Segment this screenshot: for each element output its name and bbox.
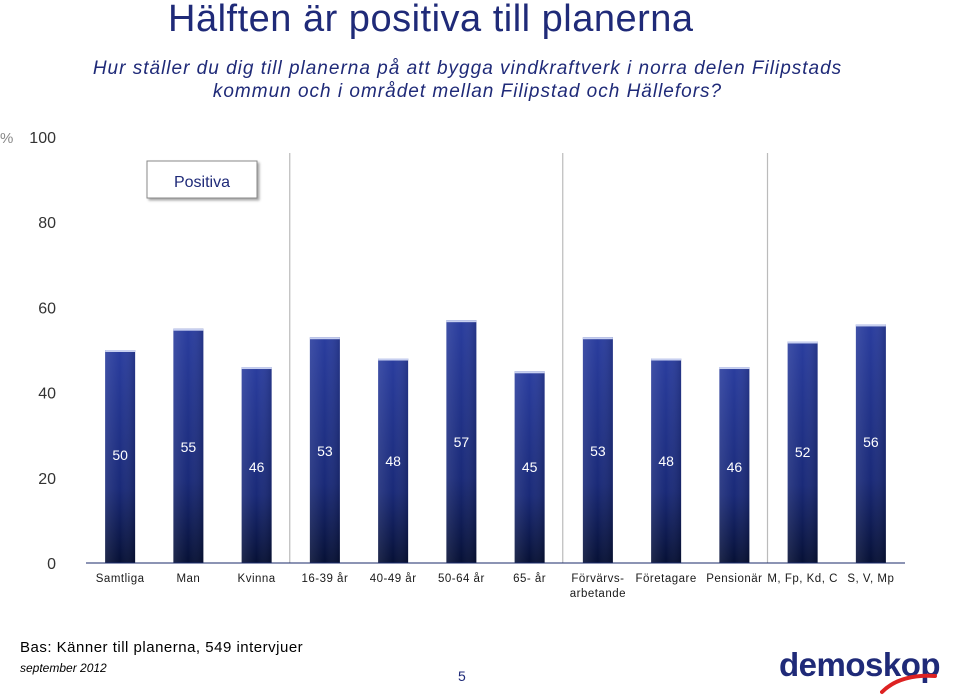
value-label: 46 [727, 459, 743, 475]
legend: Positiva [146, 160, 258, 199]
bar [309, 337, 340, 563]
value-label: 56 [863, 434, 879, 450]
bar [514, 371, 545, 563]
x-tick-label: M, Fp, Kd, C [767, 573, 838, 585]
bar [855, 324, 886, 563]
bar-shine [173, 328, 204, 563]
bar [378, 358, 409, 563]
bar-shine [241, 367, 272, 563]
value-label: 52 [795, 444, 811, 460]
bar-shine [651, 358, 682, 563]
bar-cap [173, 328, 204, 331]
x-tick-label: 65- år [513, 573, 546, 585]
page-number: 5 [458, 668, 466, 684]
legend-box [146, 160, 258, 199]
y-tick-label: 40 [38, 386, 56, 403]
y-tick-label: 0 [47, 556, 56, 573]
bar-cap [105, 350, 136, 352]
y-tick-label: 60 [38, 300, 56, 317]
bar-shine [105, 350, 136, 563]
value-label: 48 [658, 453, 674, 469]
bar-shine [855, 324, 886, 563]
value-label: 53 [590, 443, 606, 459]
bar-cap [378, 358, 409, 361]
bar [651, 358, 682, 563]
bar-cap [446, 320, 477, 323]
x-tick-label: Pensionär [706, 573, 762, 585]
bar-shine [582, 337, 613, 563]
bar [582, 337, 613, 563]
y-tick-label: 20 [38, 471, 56, 488]
bar [446, 320, 477, 563]
bar-cap [514, 371, 545, 374]
value-label: 46 [249, 459, 265, 475]
legend-label: Positiva [174, 174, 230, 191]
y-tick-label: 80 [38, 215, 56, 232]
y-axis-unit: % [0, 130, 13, 147]
bar [719, 367, 750, 563]
value-label: 53 [317, 443, 333, 459]
bar [173, 328, 204, 563]
value-label: 50 [112, 447, 128, 463]
x-tick-label: Samtliga [96, 573, 145, 585]
bar-cap [855, 324, 886, 327]
x-tick-label: Förvärvs- [571, 573, 624, 585]
bar [241, 367, 272, 563]
question-text-line-1: Hur ställer du dig till planerna på att … [92, 58, 843, 79]
bar-shine [787, 341, 818, 563]
bar-shine [514, 371, 545, 563]
date-label: september 2012 [20, 661, 107, 675]
x-tick-label: Företagare [635, 573, 696, 585]
bar-cap [309, 337, 340, 340]
bar-cap [787, 341, 818, 344]
basis-note: Bas: Känner till planerna, 549 intervjue… [20, 639, 304, 656]
x-tick-label: 40-49 år [370, 573, 417, 585]
value-label: 48 [385, 453, 401, 469]
value-label: 45 [522, 459, 538, 475]
bar-cap [241, 367, 272, 370]
x-tick-label: 50-64 år [438, 573, 485, 585]
bar-cap [582, 337, 613, 340]
question-text-line-2: kommun och i området mellan Filipstad oc… [212, 81, 723, 102]
x-tick-label: arbetande [570, 588, 626, 600]
y-tick-label: 100 [29, 130, 56, 147]
bar-shine [446, 320, 477, 563]
x-tick-label: S, V, Mp [847, 573, 894, 585]
bar-cap [719, 367, 750, 370]
bar-shine [719, 367, 750, 563]
x-tick-label: Man [176, 573, 200, 585]
bar-shine [378, 358, 409, 563]
x-tick-label: Kvinna [238, 573, 276, 585]
bar-shine [309, 337, 340, 563]
bar [787, 341, 818, 563]
value-label: 55 [181, 439, 197, 455]
logo-swoosh-icon [880, 673, 937, 694]
value-label: 57 [454, 434, 470, 450]
x-tick-label: 16-39 år [301, 573, 348, 585]
bar [105, 350, 136, 563]
page-title: Hälften är positiva till planerna [168, 0, 694, 40]
bar-cap [651, 358, 682, 361]
